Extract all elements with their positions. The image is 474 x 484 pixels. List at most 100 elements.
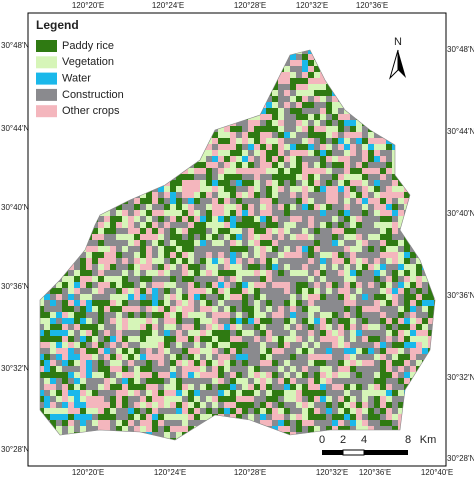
land-patch: [278, 264, 284, 270]
land-patch: [326, 120, 332, 126]
land-patch: [326, 366, 332, 372]
land-patch: [296, 246, 302, 252]
land-patch: [218, 228, 224, 234]
land-patch: [140, 354, 146, 360]
land-patch: [68, 372, 74, 378]
land-patch: [212, 258, 218, 264]
land-patch: [152, 246, 158, 252]
land-patch: [260, 138, 266, 144]
land-patch: [218, 288, 224, 294]
land-patch: [338, 168, 344, 174]
land-patch: [290, 342, 296, 348]
land-patch: [200, 174, 206, 180]
land-patch: [242, 216, 248, 222]
land-patch: [122, 312, 128, 318]
land-patch: [140, 426, 146, 432]
land-patch: [350, 270, 356, 276]
land-patch: [146, 294, 152, 300]
land-patch: [182, 198, 188, 204]
land-patch: [236, 150, 242, 156]
land-patch: [224, 144, 230, 150]
land-patch: [56, 420, 62, 426]
land-patch: [386, 342, 392, 348]
land-patch: [284, 96, 290, 102]
land-patch: [272, 408, 278, 414]
legend-title: Legend: [36, 18, 79, 32]
land-patch: [386, 162, 392, 168]
land-patch: [356, 372, 362, 378]
land-patch: [308, 384, 314, 390]
land-patch: [302, 102, 308, 108]
land-patch: [110, 258, 116, 264]
land-patch: [146, 240, 152, 246]
land-patch: [338, 312, 344, 318]
land-patch: [104, 294, 110, 300]
land-patch: [254, 228, 260, 234]
land-patch: [170, 366, 176, 372]
land-patch: [122, 348, 128, 354]
land-patch: [314, 426, 320, 432]
land-patch: [182, 282, 188, 288]
land-patch: [284, 216, 290, 222]
land-patch: [122, 300, 128, 306]
land-patch: [338, 324, 344, 330]
land-patch: [290, 246, 296, 252]
land-patch: [128, 402, 134, 408]
land-patch: [284, 408, 290, 414]
land-patch: [194, 390, 200, 396]
land-patch: [134, 378, 140, 384]
land-patch: [134, 360, 140, 366]
land-patch: [380, 216, 386, 222]
land-patch: [74, 342, 80, 348]
land-patch: [386, 288, 392, 294]
land-patch: [44, 396, 50, 402]
land-patch: [110, 396, 116, 402]
land-patch: [188, 408, 194, 414]
land-patch: [278, 186, 284, 192]
land-patch: [332, 210, 338, 216]
land-patch: [188, 426, 194, 432]
land-patch: [254, 288, 260, 294]
land-patch: [248, 378, 254, 384]
land-patch: [242, 138, 248, 144]
land-patch: [290, 114, 296, 120]
land-patch: [320, 390, 326, 396]
land-patch: [104, 414, 110, 420]
land-patch: [320, 276, 326, 282]
land-patch: [374, 384, 380, 390]
land-patch: [200, 414, 206, 420]
land-patch: [374, 312, 380, 318]
land-patch: [338, 330, 344, 336]
land-patch: [194, 222, 200, 228]
land-patch: [200, 312, 206, 318]
land-patch: [248, 264, 254, 270]
land-patch: [248, 126, 254, 132]
land-patch: [296, 120, 302, 126]
land-patch: [62, 408, 68, 414]
land-patch: [128, 240, 134, 246]
land-patch: [206, 216, 212, 222]
land-patch: [92, 306, 98, 312]
land-patch: [320, 318, 326, 324]
land-patch: [344, 330, 350, 336]
land-patch: [278, 102, 284, 108]
land-patch: [326, 318, 332, 324]
land-patch: [350, 360, 356, 366]
land-patch: [158, 378, 164, 384]
land-patch: [194, 378, 200, 384]
land-patch: [260, 126, 266, 132]
land-patch: [116, 318, 122, 324]
land-patch: [344, 162, 350, 168]
land-patch: [242, 210, 248, 216]
land-patch: [374, 360, 380, 366]
land-patch: [140, 396, 146, 402]
land-patch: [176, 198, 182, 204]
land-patch: [392, 396, 398, 402]
land-patch: [362, 372, 368, 378]
land-patch: [62, 360, 68, 366]
land-patch: [320, 114, 326, 120]
land-patch: [92, 372, 98, 378]
land-patch: [40, 396, 44, 402]
land-patch: [344, 270, 350, 276]
land-patch: [380, 246, 386, 252]
